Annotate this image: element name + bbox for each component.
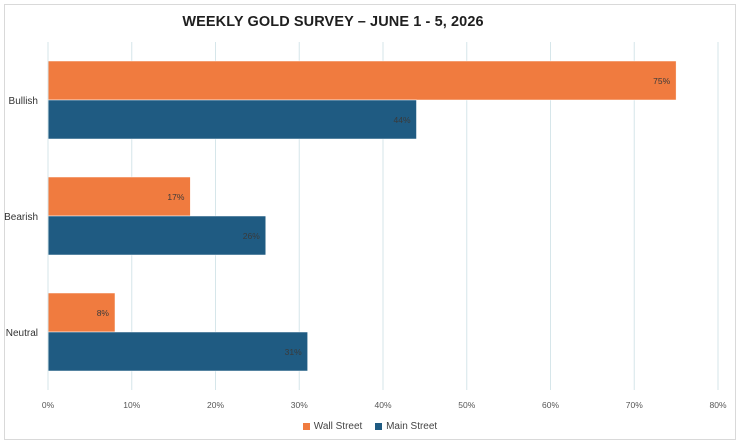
legend-item-main-street: Main Street — [375, 421, 437, 432]
data-label: 26% — [243, 231, 260, 241]
legend-label-wall-street: Wall Street — [313, 421, 363, 432]
legend-swatch-main-street — [375, 423, 383, 430]
category-label-bearish: Bearish — [4, 212, 38, 223]
data-label: 8% — [97, 308, 110, 318]
data-label: 75% — [653, 76, 670, 86]
x-tick-label: 30% — [291, 400, 308, 410]
bar-main-street-bullish — [47, 99, 417, 140]
bar-main-street-bearish — [47, 215, 266, 256]
x-tick-label: 10% — [123, 400, 140, 410]
bar-wall-street-bearish — [47, 176, 191, 217]
x-tick-label: 60% — [542, 400, 559, 410]
x-tick-label: 0% — [42, 400, 55, 410]
legend-swatch-wall-street — [302, 423, 310, 430]
legend: Wall Street Main Street — [0, 421, 740, 433]
x-tick-label: 80% — [709, 400, 726, 410]
data-label: 44% — [393, 115, 410, 125]
x-tick-label: 40% — [374, 400, 391, 410]
category-label-neutral: Neutral — [6, 328, 38, 339]
legend-item-wall-street: Wall Street — [302, 421, 363, 432]
legend-label-main-street: Main Street — [386, 421, 438, 432]
data-label: 31% — [285, 347, 302, 357]
category-label-bullish: Bullish — [9, 96, 38, 107]
bar-wall-street-neutral — [47, 292, 116, 333]
data-label: 17% — [167, 192, 184, 202]
bar-main-street-neutral — [47, 331, 308, 372]
x-tick-label: 20% — [207, 400, 224, 410]
bar-wall-street-bullish — [47, 60, 677, 101]
x-tick-label: 70% — [626, 400, 643, 410]
chart-title: WEEKLY GOLD SURVEY – JUNE 1 - 5, 2026 — [182, 14, 484, 30]
x-tick-label: 50% — [458, 400, 475, 410]
